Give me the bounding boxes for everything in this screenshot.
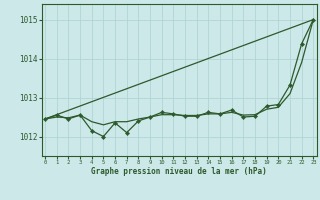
X-axis label: Graphe pression niveau de la mer (hPa): Graphe pression niveau de la mer (hPa) bbox=[91, 167, 267, 176]
